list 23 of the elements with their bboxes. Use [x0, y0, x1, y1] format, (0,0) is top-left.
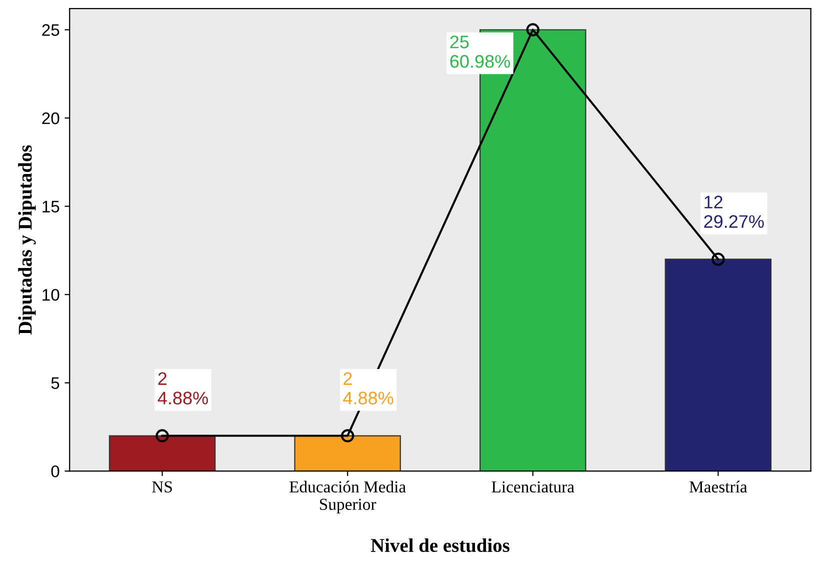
bar [664, 258, 772, 472]
y-axis-title: Diputadas y Diputados [18, 145, 36, 335]
point [526, 23, 540, 36]
x-tick-label: Licenciatura [492, 481, 574, 493]
x-tick-label: Educación Media Superior [290, 480, 406, 514]
x-tick-label: NS [152, 481, 172, 493]
y-tick-label: 5 [51, 377, 60, 390]
point [340, 429, 354, 442]
point [156, 429, 169, 442]
bar [294, 435, 401, 472]
x-axis-title: Nivel de estudios [370, 538, 510, 552]
y-tick-label: 25 [42, 24, 60, 36]
y-tick-label: 10 [42, 288, 60, 301]
bar [108, 435, 216, 472]
point [712, 252, 725, 266]
data-label: 2 4.88% [158, 372, 208, 404]
data-label: 12 29.27% [704, 196, 764, 228]
y-tick-label: 20 [42, 112, 60, 124]
y-tick-label: 15 [42, 200, 60, 212]
data-label: 25 60.98% [450, 36, 510, 68]
data-label: 2 4.88% [343, 372, 394, 404]
x-tick-label: Maestría [689, 480, 748, 493]
y-tick-label: 0 [51, 465, 60, 478]
